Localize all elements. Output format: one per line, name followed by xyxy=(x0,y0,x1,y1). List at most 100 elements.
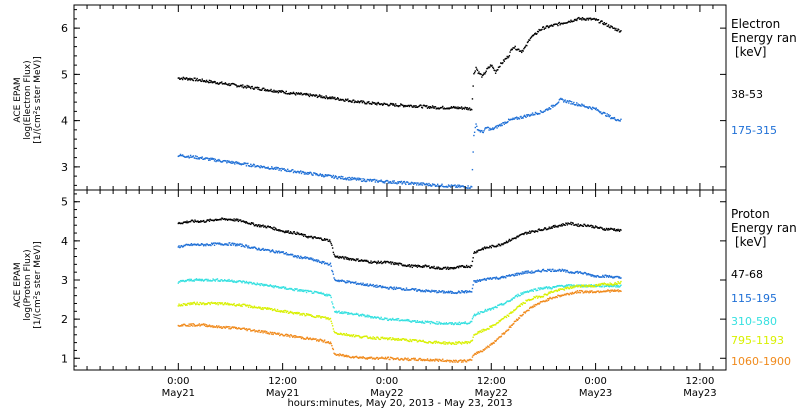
data-point xyxy=(258,307,261,309)
data-point xyxy=(247,282,250,285)
data-point xyxy=(338,333,340,335)
data-point xyxy=(542,288,544,290)
data-point xyxy=(313,316,316,318)
data-point xyxy=(186,155,188,158)
data-point xyxy=(426,341,428,344)
data-point xyxy=(548,26,550,28)
data-point xyxy=(507,240,510,242)
data-point xyxy=(210,326,212,328)
data-point xyxy=(404,339,406,341)
data-point xyxy=(281,333,283,336)
data-point xyxy=(186,220,188,222)
data-point xyxy=(457,360,460,362)
data-point xyxy=(398,287,400,289)
data-point xyxy=(528,115,531,117)
data-point xyxy=(237,220,240,223)
data-point xyxy=(526,309,529,312)
data-point xyxy=(179,280,182,282)
data-point xyxy=(499,244,501,247)
data-point xyxy=(512,323,514,325)
data-point xyxy=(473,134,475,137)
data-point xyxy=(181,280,183,283)
data-point xyxy=(465,187,467,189)
data-point xyxy=(352,178,354,181)
data-point xyxy=(366,260,369,263)
data-point xyxy=(216,160,218,162)
data-point xyxy=(591,18,593,20)
data-point xyxy=(307,93,309,95)
data-point xyxy=(434,267,436,270)
data-point xyxy=(566,286,569,289)
data-point xyxy=(535,33,537,35)
data-point xyxy=(436,321,438,323)
data-point xyxy=(201,324,203,326)
electron-ylabel-line2: log(Electron Flux) xyxy=(23,60,33,139)
data-point xyxy=(536,270,538,272)
data-point xyxy=(336,312,338,314)
data-point xyxy=(305,291,308,294)
data-point xyxy=(331,301,333,303)
data-point xyxy=(276,166,279,169)
data-point xyxy=(510,49,512,51)
data-point xyxy=(214,280,216,282)
data-point xyxy=(500,318,503,321)
data-point xyxy=(521,271,524,273)
data-point xyxy=(355,101,358,103)
data-point xyxy=(519,50,521,52)
data-point xyxy=(192,243,194,246)
data-point xyxy=(204,323,206,326)
data-point xyxy=(473,71,476,74)
data-point xyxy=(517,117,519,119)
data-point xyxy=(263,89,266,92)
data-point xyxy=(517,236,519,238)
data-point xyxy=(515,294,517,297)
data-point xyxy=(575,223,577,226)
data-point xyxy=(242,245,244,247)
data-point xyxy=(339,99,341,101)
data-point xyxy=(611,276,613,278)
data-point xyxy=(402,319,404,322)
data-point xyxy=(337,176,340,178)
data-point xyxy=(447,268,450,271)
data-point xyxy=(200,156,202,159)
data-point xyxy=(352,357,355,359)
data-point xyxy=(395,182,398,184)
data-point xyxy=(531,230,533,232)
data-point xyxy=(526,41,529,44)
data-point xyxy=(316,174,319,176)
data-point xyxy=(571,222,574,224)
data-point xyxy=(467,291,469,293)
data-point xyxy=(484,246,486,248)
data-point xyxy=(612,285,614,288)
data-point xyxy=(196,301,198,304)
data-point xyxy=(555,23,557,25)
data-point xyxy=(517,305,519,308)
data-point xyxy=(238,162,240,164)
data-point xyxy=(246,222,248,224)
data-point xyxy=(356,313,358,315)
data-point xyxy=(467,266,469,268)
data-point xyxy=(273,167,275,170)
data-point xyxy=(312,337,314,340)
data-point xyxy=(213,160,216,162)
data-point xyxy=(247,304,249,307)
data-point xyxy=(457,265,459,268)
data-point xyxy=(542,229,544,231)
data-point xyxy=(568,293,570,296)
data-point xyxy=(424,341,427,343)
data-point xyxy=(188,302,190,304)
data-point xyxy=(458,360,461,362)
data-point xyxy=(407,104,409,107)
data-point xyxy=(320,174,322,176)
data-point xyxy=(605,229,607,231)
data-point xyxy=(439,358,441,361)
data-point xyxy=(594,291,596,293)
data-point xyxy=(417,289,419,291)
data-point xyxy=(400,103,402,105)
data-point xyxy=(589,285,591,287)
data-point xyxy=(563,293,566,296)
data-point xyxy=(478,129,480,132)
data-point xyxy=(536,230,538,232)
data-point xyxy=(361,101,364,104)
data-point xyxy=(573,284,575,286)
